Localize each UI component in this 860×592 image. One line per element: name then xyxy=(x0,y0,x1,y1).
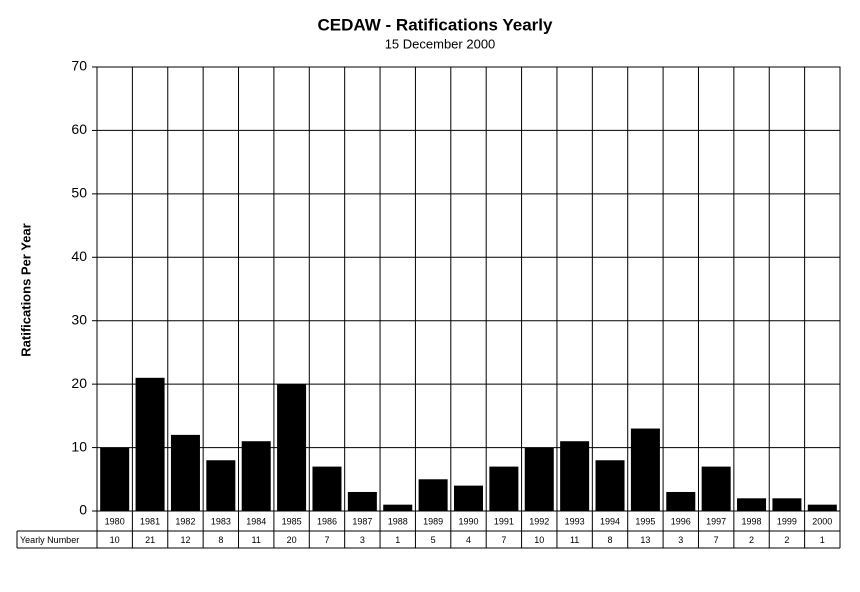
table-value: 1 xyxy=(820,535,825,545)
table-value: 12 xyxy=(180,535,190,545)
x-tick-label: 1994 xyxy=(600,516,620,526)
table-value: 3 xyxy=(360,535,365,545)
x-tick-label: 1986 xyxy=(317,516,337,526)
table-value: 2 xyxy=(784,535,789,545)
y-tick-label: 40 xyxy=(71,248,87,264)
table-value: 20 xyxy=(287,535,297,545)
bar xyxy=(100,447,130,511)
bar xyxy=(383,504,413,511)
table-value: 4 xyxy=(466,535,471,545)
table-value: 3 xyxy=(678,535,683,545)
bar xyxy=(489,466,519,511)
x-tick-label: 1984 xyxy=(246,516,266,526)
x-tick-label: 1995 xyxy=(635,516,655,526)
y-axis-label: Ratifications Per Year xyxy=(18,223,33,356)
bar xyxy=(737,498,767,511)
x-tick-label: 2000 xyxy=(812,516,832,526)
bar xyxy=(453,485,484,511)
x-tick-label: 1981 xyxy=(140,516,160,526)
bar xyxy=(630,428,660,511)
y-tick-label: 30 xyxy=(71,311,87,327)
table-value: 8 xyxy=(608,535,613,545)
table-value: 21 xyxy=(145,535,155,545)
bar xyxy=(277,384,307,511)
table-value: 10 xyxy=(110,535,120,545)
x-tick-label: 1997 xyxy=(706,516,726,526)
x-tick-label: 1991 xyxy=(494,516,514,526)
bar xyxy=(135,377,165,511)
table-value: 7 xyxy=(324,535,329,545)
plot-border xyxy=(96,66,841,512)
table-value: 5 xyxy=(431,535,436,545)
x-tick-label: 1989 xyxy=(423,516,443,526)
x-tick-label: 1988 xyxy=(388,516,408,526)
y-tick-label: 10 xyxy=(71,438,87,454)
bar xyxy=(418,479,448,511)
x-tick-label: 1998 xyxy=(742,516,762,526)
bar xyxy=(241,441,271,511)
x-tick-label: 1982 xyxy=(175,516,195,526)
table-value: 2 xyxy=(749,535,754,545)
table-value: 1 xyxy=(395,535,400,545)
x-tick-label: 1990 xyxy=(458,516,478,526)
x-tick-label: 1985 xyxy=(282,516,302,526)
table-value: 7 xyxy=(714,535,719,545)
bar xyxy=(347,491,377,511)
bar xyxy=(560,441,590,511)
table-value: 7 xyxy=(501,535,506,545)
bar xyxy=(524,447,554,511)
x-tick-label: 1987 xyxy=(352,516,372,526)
x-tick-label: 1996 xyxy=(671,516,691,526)
table-value: 13 xyxy=(640,535,650,545)
y-tick-label: 0 xyxy=(79,502,87,518)
y-tick-label: 70 xyxy=(71,58,87,74)
y-tick-label: 60 xyxy=(71,121,87,137)
bar xyxy=(666,491,696,511)
table-row-label: Yearly Number xyxy=(20,535,79,545)
table-value: 11 xyxy=(570,535,579,545)
table-value: 11 xyxy=(252,535,261,545)
bar xyxy=(807,504,837,511)
bar xyxy=(170,434,200,511)
bar xyxy=(206,460,236,511)
x-tick-label: 1983 xyxy=(211,516,231,526)
chart-subtitle: 15 December 2000 xyxy=(385,36,496,51)
table-value: 8 xyxy=(218,535,223,545)
x-tick-label: 1980 xyxy=(105,516,125,526)
bar xyxy=(772,498,802,511)
table-value: 10 xyxy=(534,535,544,545)
y-tick-label: 20 xyxy=(71,375,87,391)
x-tick-label: 1999 xyxy=(777,516,797,526)
bar xyxy=(701,466,731,511)
bar xyxy=(312,466,342,511)
x-tick-label: 1993 xyxy=(565,516,585,526)
x-tick-label: 1992 xyxy=(529,516,549,526)
y-tick-label: 50 xyxy=(71,185,87,201)
chart-title: CEDAW - Ratifications Yearly xyxy=(318,15,553,34)
bar xyxy=(595,460,625,511)
